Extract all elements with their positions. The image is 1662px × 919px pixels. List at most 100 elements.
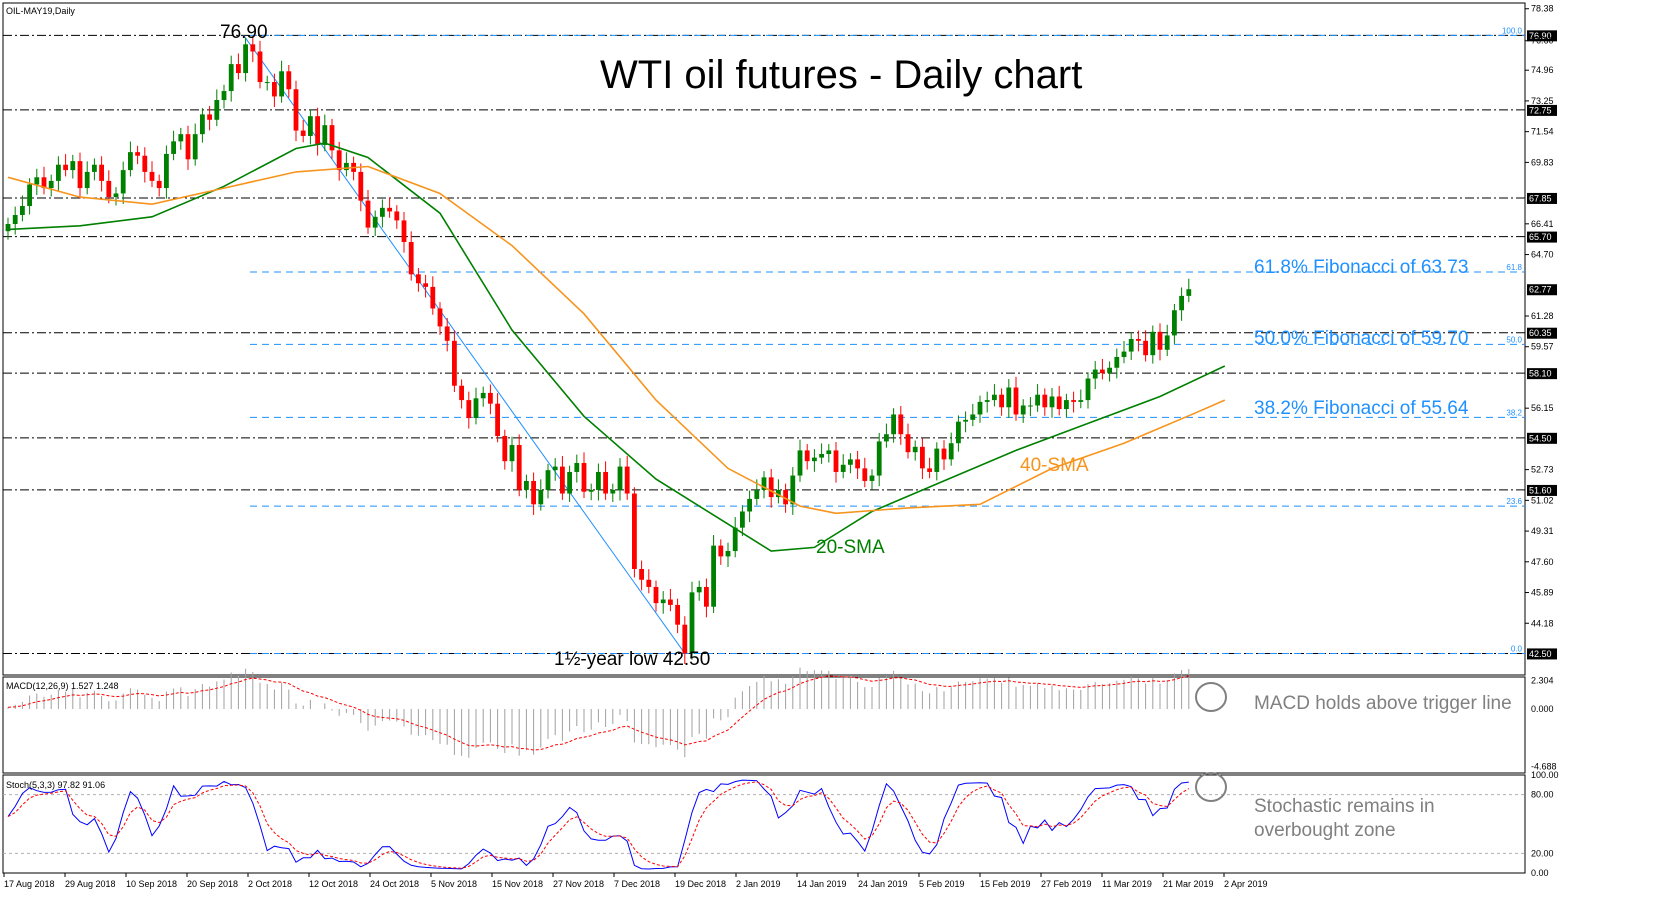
candle-body bbox=[574, 462, 580, 472]
x-tick-label: 20 Sep 2018 bbox=[187, 879, 238, 889]
candle-body bbox=[797, 450, 803, 476]
y-tick-label: 59.57 bbox=[1531, 342, 1554, 352]
candle-body bbox=[689, 592, 695, 654]
main-panel-frame bbox=[2, 2, 1526, 676]
x-tick-label: 11 Mar 2019 bbox=[1102, 879, 1152, 889]
fib-500-label: 50.0% Fibonacci of 59.70 bbox=[1254, 328, 1468, 349]
candle-body bbox=[12, 215, 18, 225]
stoch-panel-frame bbox=[2, 774, 1526, 874]
y-tick-label: 69.83 bbox=[1531, 157, 1554, 167]
candle-body bbox=[1107, 367, 1112, 374]
level-tag-label: 58.10 bbox=[1529, 369, 1552, 379]
candle-body bbox=[300, 130, 306, 136]
level-tag bbox=[1527, 484, 1557, 496]
level-tag bbox=[1527, 231, 1557, 243]
candle-body bbox=[668, 599, 673, 605]
candle-body bbox=[1064, 400, 1069, 410]
candle-body bbox=[1071, 400, 1076, 402]
candle-body bbox=[315, 116, 320, 145]
fib-ratio-label: 23.6 bbox=[1506, 497, 1522, 506]
candle-body bbox=[1035, 394, 1040, 406]
candle-body bbox=[516, 445, 522, 490]
candle-body bbox=[408, 241, 414, 275]
candle-body bbox=[538, 489, 544, 505]
price-axis: 78.38 76.60 74.96 73.25 71.54 69.83 66.41 64.70… bbox=[1525, 4, 1554, 628]
candle-body bbox=[92, 164, 97, 172]
candle-body bbox=[401, 220, 407, 242]
x-tick-label: 15 Feb 2019 bbox=[980, 879, 1031, 889]
candle-body bbox=[747, 498, 752, 512]
candle-body bbox=[1020, 405, 1026, 415]
candle-body bbox=[164, 153, 169, 189]
candle-body bbox=[502, 436, 508, 462]
candle-body bbox=[423, 283, 428, 287]
candle-body bbox=[480, 392, 486, 399]
y-tick-label: 49.31 bbox=[1531, 526, 1554, 536]
time-axis: 17 Aug 2018 29 Aug 2018 10 Sep 2018 20 Sep … bbox=[3, 873, 1268, 889]
candle-body bbox=[531, 480, 536, 505]
candle-body bbox=[1100, 369, 1105, 374]
candle-body bbox=[992, 394, 997, 401]
x-tick-label: 21 Mar 2019 bbox=[1163, 879, 1214, 889]
candle-body bbox=[898, 414, 904, 435]
candle-body bbox=[365, 200, 371, 228]
y-tick-label: 74.96 bbox=[1531, 65, 1554, 75]
candle-body bbox=[1186, 289, 1192, 296]
candle-body bbox=[1143, 340, 1148, 356]
candle-body bbox=[308, 116, 313, 136]
candle-body bbox=[567, 471, 572, 494]
candle-body bbox=[437, 308, 443, 327]
candle-body bbox=[430, 286, 436, 309]
y-tick-label: 45.89 bbox=[1531, 588, 1554, 598]
candle-body bbox=[1092, 369, 1098, 379]
candle-body bbox=[41, 177, 47, 189]
x-tick-label: 19 Dec 2018 bbox=[675, 879, 726, 889]
sma40-annotation: 40-SMA bbox=[1020, 455, 1089, 476]
candle-body bbox=[754, 489, 760, 499]
candle-body bbox=[1121, 351, 1127, 357]
candle-body bbox=[272, 82, 277, 97]
candle-body bbox=[416, 274, 421, 284]
candle-body bbox=[1150, 331, 1156, 356]
candle-body bbox=[552, 466, 558, 471]
stoch-tick-label: 0.00 bbox=[1531, 868, 1549, 878]
stoch-tick-label: 80.00 bbox=[1531, 790, 1554, 800]
candle-body bbox=[452, 340, 457, 386]
x-tick-label: 12 Oct 2018 bbox=[309, 879, 358, 889]
candle-body bbox=[855, 459, 860, 469]
candlesticks bbox=[5, 35, 1192, 665]
stoch-main-line bbox=[7, 779, 1189, 870]
candle-body bbox=[1056, 396, 1062, 410]
candle-body bbox=[560, 466, 565, 494]
stoch-annotation-line2: overbought zone bbox=[1254, 820, 1396, 841]
candle-body bbox=[264, 82, 270, 84]
candle-body bbox=[178, 134, 184, 142]
y-tick-label: 78.38 bbox=[1531, 4, 1554, 14]
x-tick-label: 5 Feb 2019 bbox=[919, 879, 965, 889]
x-tick-label: 10 Sep 2018 bbox=[126, 879, 177, 889]
sma20-line bbox=[7, 142, 1226, 552]
fib-ratio-label: 0.0 bbox=[1511, 644, 1523, 653]
level-tag-label: 51.60 bbox=[1529, 485, 1552, 495]
candle-body bbox=[293, 89, 299, 131]
fibonacci-levels: 100.0 61.8 50.0 38.2 23.6 0.0 bbox=[250, 26, 1525, 654]
candle-body bbox=[27, 184, 32, 207]
candle-body bbox=[660, 599, 666, 604]
sma40-line bbox=[7, 165, 1226, 515]
candle-body bbox=[20, 206, 25, 216]
candle-body bbox=[156, 180, 162, 189]
macd-signal-line bbox=[7, 675, 1189, 751]
candle-body bbox=[848, 459, 853, 465]
moving-averages bbox=[7, 142, 1226, 552]
candle-body bbox=[214, 100, 220, 120]
fib-ratio-label: 100.0 bbox=[1502, 26, 1523, 35]
candle-body bbox=[977, 401, 983, 415]
macd-label: MACD(12,26,9) 1.527 1.248 bbox=[6, 681, 119, 691]
candle-body bbox=[603, 471, 608, 494]
candle-body bbox=[387, 207, 392, 212]
candle-body bbox=[610, 489, 616, 494]
macd-tick-label: -4.688 bbox=[1531, 762, 1557, 772]
candle-body bbox=[740, 511, 745, 528]
candle-body bbox=[653, 586, 659, 604]
